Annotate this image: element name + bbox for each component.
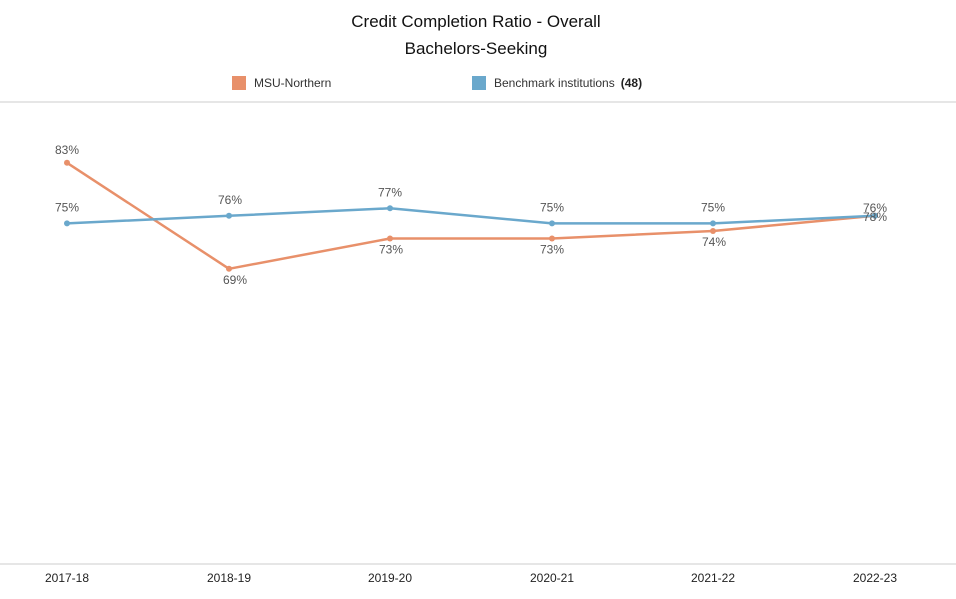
data-point [226, 212, 232, 219]
data-label: 75% [540, 200, 564, 214]
data-point [710, 228, 716, 234]
data-point [226, 265, 232, 272]
legend-label-benchmark: Benchmark institutions [494, 76, 615, 90]
series-line-benchmark [66, 207, 876, 225]
series-line-msu-northern [66, 161, 876, 271]
legend-swatch-benchmark [472, 76, 486, 90]
data-point [64, 220, 70, 227]
data-point [387, 205, 393, 212]
data-point [64, 159, 70, 166]
data-label: 74% [702, 235, 726, 249]
data-point [549, 235, 555, 242]
data-label: 75% [55, 200, 79, 214]
data-label: 73% [379, 243, 403, 257]
legend-count-benchmark: (48) [620, 76, 643, 90]
data-label: 73% [540, 243, 564, 257]
legend-item-msu-northern[interactable]: MSU-Northern [232, 76, 331, 90]
legend-item-benchmark[interactable]: Benchmark institutions (48) [472, 76, 642, 90]
x-tick-label: 2019-20 [368, 571, 412, 585]
data-label: 83% [55, 143, 79, 157]
chart-subtitle: Bachelors-Seeking [404, 39, 548, 58]
x-tick-label: 2021-22 [691, 571, 735, 585]
data-label: 78% [863, 210, 887, 224]
data-label: 77% [378, 185, 402, 199]
x-tick-label: 2020-21 [530, 571, 574, 585]
x-tick-label: 2018-19 [207, 571, 251, 585]
chart-title: Credit Completion Ratio - Overall [351, 12, 601, 31]
data-point [387, 235, 393, 242]
data-point [872, 212, 878, 219]
data-label: 69% [223, 273, 247, 287]
data-label: 76% [863, 201, 887, 215]
x-tick-label: 2022-23 [853, 571, 897, 585]
data-point [549, 220, 555, 227]
data-label: 75% [701, 200, 725, 214]
data-label: 76% [218, 193, 242, 207]
legend-label-msu-northern: MSU-Northern [254, 76, 332, 90]
x-tick-label: 2017-18 [45, 571, 89, 585]
data-point [710, 220, 716, 227]
legend-swatch-msu-northern [232, 76, 246, 90]
